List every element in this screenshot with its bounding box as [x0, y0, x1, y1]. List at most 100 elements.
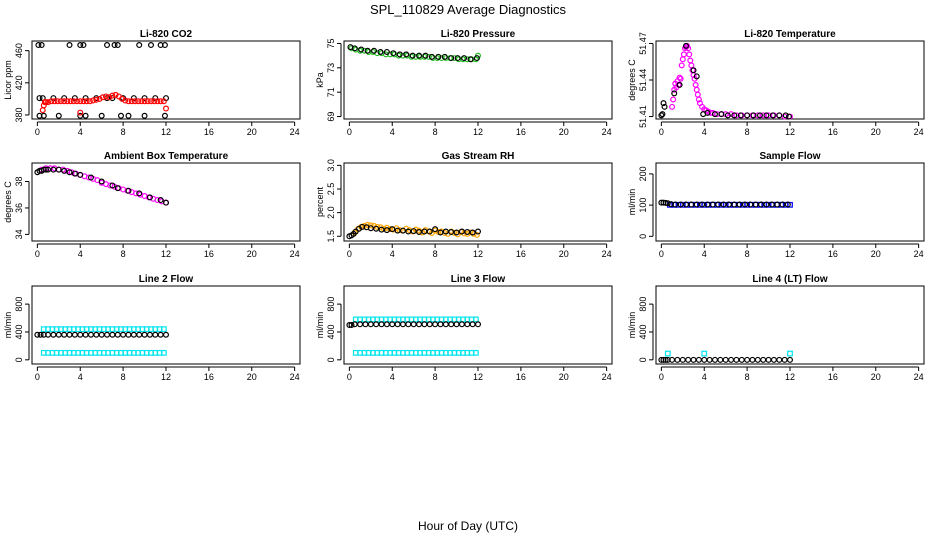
data-point	[690, 356, 697, 363]
data-point	[98, 112, 105, 119]
data-point	[428, 53, 435, 60]
data-point	[475, 228, 482, 235]
y-tick-label: 460	[14, 43, 24, 58]
data-point	[34, 331, 41, 338]
data-point	[157, 331, 164, 338]
data-point	[367, 321, 374, 328]
x-tick-label: 8	[121, 372, 126, 382]
series-cyan	[664, 350, 793, 357]
y-tick-label: 51.41	[638, 105, 648, 128]
data-point	[120, 331, 127, 338]
data-point	[37, 331, 44, 338]
y-tick-label: 400	[638, 324, 648, 339]
y-tick-label: 2.5	[326, 183, 336, 196]
data-point	[351, 321, 358, 328]
data-point	[136, 190, 143, 197]
y-axis-label: Licor ppm	[3, 60, 13, 100]
panel-title: Line 4 (LT) Flow	[752, 274, 828, 285]
data-point	[677, 75, 684, 82]
x-tick-label: 16	[516, 372, 526, 382]
data-point	[711, 356, 718, 363]
data-point	[781, 356, 788, 363]
data-point	[163, 331, 170, 338]
data-point	[106, 94, 113, 101]
data-point	[733, 356, 740, 363]
data-point	[346, 322, 353, 329]
data-point	[98, 331, 105, 338]
data-point	[731, 112, 738, 119]
data-point	[776, 356, 783, 363]
data-point	[93, 96, 100, 103]
data-point	[71, 170, 78, 177]
x-tick-label: 0	[35, 372, 40, 382]
data-point	[786, 356, 793, 363]
data-point	[448, 55, 455, 62]
data-point	[362, 321, 369, 328]
x-tick-label: 24	[914, 127, 924, 137]
data-point	[371, 47, 378, 54]
data-point	[54, 98, 61, 105]
y-tick-label: 380	[14, 107, 24, 122]
panel-title: Line 3 Flow	[451, 274, 506, 285]
data-point	[416, 52, 423, 59]
data-point	[785, 113, 792, 120]
y-tick-label: 38	[14, 177, 24, 187]
panel-ambient-box-temperature: Ambient Box Temperature 0 4 8 12 16 20 24 34 36 38…	[3, 151, 301, 259]
y-axis-label: degrees C	[3, 181, 13, 223]
x-tick-label: 20	[871, 372, 881, 382]
data-point	[160, 326, 167, 333]
data-point	[769, 112, 776, 119]
data-point	[141, 331, 148, 338]
x-tick-label: 16	[516, 127, 526, 137]
data-point	[70, 98, 77, 105]
data-point	[432, 226, 439, 233]
data-point	[660, 100, 667, 107]
data-point	[437, 321, 444, 328]
data-point	[125, 98, 132, 105]
data-point	[396, 51, 403, 58]
data-point	[112, 91, 119, 98]
data-point	[389, 226, 396, 233]
series-red	[39, 91, 170, 116]
series-cyan	[352, 316, 479, 356]
data-point	[161, 42, 168, 49]
series-magenta	[669, 42, 793, 120]
data-point	[679, 56, 686, 63]
data-point	[694, 91, 701, 98]
data-point	[454, 55, 461, 62]
x-tick-label: 16	[828, 372, 838, 382]
data-point	[119, 95, 126, 102]
data-point	[763, 112, 770, 119]
series-black	[346, 223, 482, 240]
data-point	[87, 331, 94, 338]
y-tick-label: 400	[326, 324, 336, 339]
data-point	[399, 321, 406, 328]
data-point	[80, 42, 87, 49]
y-tick-label: 75	[326, 38, 336, 48]
data-point	[61, 167, 68, 174]
x-tick-label: 12	[161, 127, 171, 137]
panel-title: Sample Flow	[759, 151, 820, 162]
x-tick-label: 4	[78, 372, 83, 382]
data-point	[147, 98, 154, 105]
data-point	[152, 331, 159, 338]
y-tick-label: 51.44	[638, 69, 648, 92]
data-point	[426, 321, 433, 328]
data-point	[664, 350, 671, 357]
data-point	[676, 74, 683, 81]
data-point	[435, 53, 442, 60]
data-point	[744, 112, 751, 119]
x-tick-label: 12	[785, 249, 795, 259]
panel-title: Li-820 Temperature	[744, 29, 836, 40]
data-point	[96, 95, 103, 102]
x-tick-label: 24	[914, 372, 924, 382]
data-point	[86, 98, 93, 105]
data-point	[109, 182, 116, 189]
data-point	[77, 171, 84, 178]
x-tick-label: 20	[247, 127, 257, 137]
x-tick-label: 4	[390, 372, 395, 382]
data-point	[66, 42, 73, 49]
